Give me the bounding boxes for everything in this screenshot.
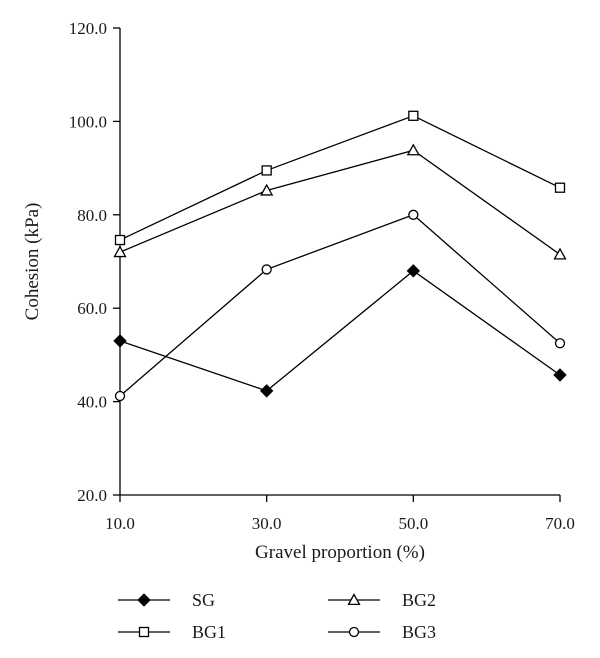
legend-item-bg1: BG1 — [118, 622, 226, 642]
data-point-bg2 — [553, 247, 567, 260]
series-bg3 — [114, 209, 566, 402]
data-point-bg1 — [554, 182, 566, 193]
data-point-bg1 — [408, 110, 419, 121]
data-point-bg3 — [408, 209, 419, 220]
data-point-sg — [553, 368, 567, 382]
x-tick-label: 10.0 — [105, 514, 135, 533]
x-axis-title: Gravel proportion (%) — [255, 542, 425, 563]
data-point-bg2 — [406, 143, 420, 156]
y-tick-label: 20.0 — [77, 486, 107, 505]
legend-label-sg: SG — [192, 590, 215, 610]
data-point-bg2 — [113, 245, 127, 258]
y-tick-label: 120.0 — [69, 19, 107, 38]
data-point-sg — [259, 384, 274, 398]
x-tick-label: 70.0 — [545, 514, 575, 533]
data-point-bg1 — [261, 165, 272, 176]
series-line-bg3 — [119, 214, 561, 397]
x-tick-label: 30.0 — [252, 514, 282, 533]
series-bg1 — [114, 110, 566, 246]
legend-marker-bg1 — [138, 626, 150, 638]
y-tick-label: 100.0 — [69, 112, 107, 131]
axes — [119, 28, 560, 496]
series-bg2 — [113, 143, 567, 260]
data-point-bg3 — [114, 390, 126, 402]
y-ticks: 20.0 40.0 60.0 80.0 100.0 120.0 — [69, 19, 120, 505]
data-point-bg3 — [261, 264, 272, 275]
legend-item-bg3: BG3 — [328, 622, 436, 642]
legend-label-bg1: BG1 — [192, 622, 226, 642]
legend-marker-bg2 — [347, 593, 361, 606]
data-point-bg3 — [554, 338, 566, 349]
data-point-sg — [406, 264, 421, 278]
legend-label-bg2: BG2 — [402, 590, 436, 610]
series-line-bg2 — [119, 149, 561, 256]
y-axis-title: Cohesion (kPa) — [22, 203, 43, 321]
series-line-sg — [119, 270, 561, 392]
legend-item-bg2: BG2 — [328, 590, 436, 610]
y-tick-label: 60.0 — [77, 299, 107, 318]
x-tick-label: 50.0 — [398, 514, 428, 533]
series-line-bg1 — [119, 115, 561, 241]
data-point-bg2 — [260, 183, 274, 196]
legend-item-sg: SG — [118, 590, 215, 610]
legend-label-bg3: BG3 — [402, 622, 436, 642]
data-point-sg — [113, 334, 127, 348]
legend: SG BG1 BG2 BG3 — [118, 590, 436, 642]
y-tick-label: 40.0 — [77, 393, 107, 412]
legend-marker-bg3 — [348, 626, 360, 638]
data-point-bg1 — [114, 234, 126, 246]
y-tick-label: 80.0 — [77, 206, 107, 225]
series — [113, 110, 567, 402]
legend-marker-sg — [137, 593, 151, 607]
series-sg — [113, 264, 567, 398]
x-ticks: 10.0 30.0 50.0 70.0 — [105, 495, 575, 533]
